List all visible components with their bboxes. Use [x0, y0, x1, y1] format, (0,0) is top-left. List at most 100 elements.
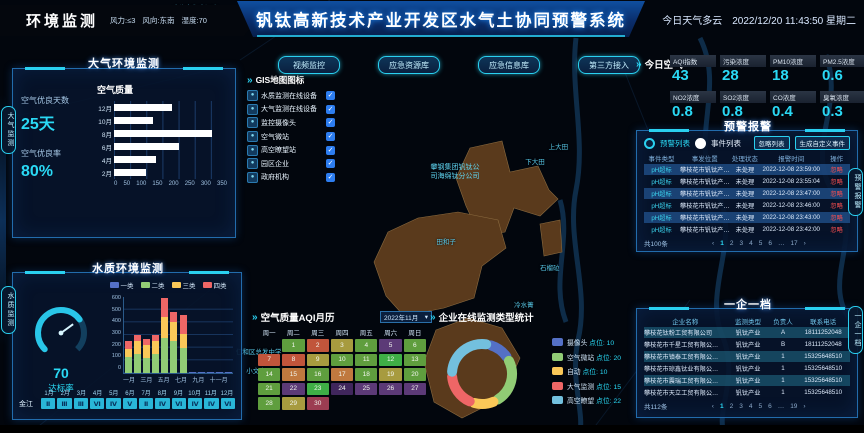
- calendar-day-cell[interactable]: 25: [355, 382, 378, 395]
- layer-checkbox[interactable]: ✓: [326, 172, 335, 182]
- page-number[interactable]: 5: [758, 402, 763, 410]
- page-number[interactable]: 1: [720, 239, 724, 247]
- calendar-day-cell[interactable]: 11: [355, 353, 378, 366]
- calendar-day-cell[interactable]: 20: [403, 368, 426, 381]
- calendar-day-cell[interactable]: 29: [282, 397, 305, 410]
- calendar-day-cell[interactable]: 19: [379, 368, 402, 381]
- calendar-day-cell[interactable]: 26: [379, 382, 402, 395]
- layer-icon: ●: [247, 158, 258, 170]
- alarm-action-button[interactable]: 生成自定义事件: [794, 136, 850, 150]
- page-prev[interactable]: ‹: [711, 402, 714, 410]
- calendar-day-cell[interactable]: 1: [282, 339, 305, 352]
- calendar-day-cell[interactable]: 10: [330, 353, 354, 366]
- page-number[interactable]: 3: [739, 239, 744, 247]
- enterprise-panel-title: 一企一档: [724, 299, 772, 311]
- calendar-day-cell[interactable]: 21: [258, 382, 281, 395]
- layer-checkbox[interactable]: ✓: [326, 91, 335, 101]
- river-class-cell[interactable]: Ⅵ: [171, 398, 186, 409]
- calendar-day-cell[interactable]: 2: [306, 339, 329, 352]
- ignore-action[interactable]: 忽略: [830, 191, 843, 198]
- page-number[interactable]: 3: [739, 402, 743, 410]
- calendar-day-cell[interactable]: 12: [379, 353, 402, 366]
- calendar-day-cell[interactable]: 6: [403, 339, 426, 352]
- ignore-action[interactable]: 忽略: [830, 203, 843, 210]
- page-number[interactable]: 1: [719, 402, 724, 410]
- calendar-day-cell[interactable]: 15: [282, 368, 305, 381]
- page-next[interactable]: ›: [803, 239, 806, 247]
- list-radio[interactable]: [644, 137, 655, 149]
- river-class-cell[interactable]: Ⅵ: [89, 398, 105, 409]
- ignore-action[interactable]: 忽略: [830, 227, 843, 234]
- page-number[interactable]: 17: [790, 239, 798, 247]
- river-class-cell[interactable]: Ⅳ: [106, 398, 121, 409]
- layer-checkbox[interactable]: ✓: [326, 118, 335, 128]
- map-button[interactable]: 应急信息库: [478, 56, 540, 74]
- edge-tab[interactable]: 预警报警: [848, 168, 863, 216]
- calendar-day-cell[interactable]: 16: [306, 368, 329, 381]
- calendar-day-cell[interactable]: 22: [282, 382, 305, 395]
- calendar-day-cell[interactable]: 7: [258, 353, 281, 366]
- gis-layer-item[interactable]: ● 大气监测在线设备 ✓: [247, 103, 335, 117]
- table-cell: 攀枝花市钒钛产…: [680, 167, 730, 174]
- layer-checkbox[interactable]: ✓: [326, 132, 335, 142]
- river-class-cell[interactable]: Ⅲ: [73, 398, 88, 409]
- map-button[interactable]: 视频监控: [278, 56, 340, 74]
- river-class-cell[interactable]: Ⅲ: [57, 398, 72, 409]
- page-number[interactable]: 5: [758, 239, 763, 247]
- calendar-day-cell[interactable]: 9: [306, 353, 329, 366]
- gis-layer-item[interactable]: ● 高空瞭望站 ✓: [247, 143, 335, 157]
- ignore-action[interactable]: 忽略: [830, 179, 843, 186]
- table-cell: 攀枝花市千星工贸有限公…: [644, 342, 719, 349]
- river-class-cell[interactable]: Ⅳ: [155, 398, 170, 409]
- page-number[interactable]: 4: [748, 402, 753, 410]
- page-number[interactable]: 6: [768, 239, 772, 247]
- calendar-day-cell[interactable]: 8: [282, 353, 305, 366]
- layer-checkbox[interactable]: ✓: [326, 159, 335, 169]
- edge-tab[interactable]: 水质监测: [1, 286, 16, 334]
- list-radio[interactable]: [695, 137, 706, 149]
- page-number[interactable]: 6: [768, 402, 772, 410]
- river-name: 金江: [19, 400, 33, 408]
- alarm-action-button[interactable]: 忽略列表: [753, 136, 790, 150]
- layer-checkbox[interactable]: ✓: [326, 145, 335, 155]
- river-class-cell[interactable]: Ⅳ: [187, 398, 203, 409]
- calendar-day-cell[interactable]: 3: [330, 339, 354, 352]
- ignore-action[interactable]: 忽略: [830, 167, 843, 174]
- calendar-day-cell[interactable]: 23: [306, 382, 329, 395]
- calendar-day-cell[interactable]: 28: [258, 397, 281, 410]
- calendar-day-cell[interactable]: 18: [355, 368, 378, 381]
- map-button[interactable]: 应急资源库: [378, 56, 440, 74]
- gis-layer-item[interactable]: ● 园区企业 ✓: [247, 157, 335, 171]
- page-number[interactable]: 2: [729, 402, 734, 410]
- calendar-day-cell[interactable]: 13: [403, 353, 426, 366]
- river-class-cell[interactable]: Ⅵ: [220, 398, 235, 409]
- river-class-cell[interactable]: Ⅳ: [204, 398, 219, 409]
- gis-layer-item[interactable]: ● 监控摄像头 ✓: [247, 116, 335, 130]
- map-button[interactable]: 第三方接入: [578, 56, 640, 74]
- calendar-day-cell[interactable]: 5: [379, 339, 402, 352]
- ignore-action[interactable]: 忽略: [830, 215, 843, 222]
- calendar-day-cell[interactable]: 30: [306, 397, 329, 410]
- page-number[interactable]: 2: [729, 239, 734, 247]
- calendar-month-select[interactable]: 2022年11月 ▾: [380, 311, 432, 323]
- river-class-cell[interactable]: Ⅴ: [122, 398, 137, 409]
- calendar-day-cell[interactable]: 4: [355, 339, 378, 352]
- layer-checkbox[interactable]: ✓: [326, 104, 335, 114]
- gis-layer-item[interactable]: ● 水质监测在线设备 ✓: [247, 89, 335, 103]
- river-class-cell[interactable]: Ⅱ: [138, 398, 154, 409]
- calendar-day-cell[interactable]: 14: [258, 368, 281, 381]
- page-number[interactable]: 4: [749, 239, 753, 247]
- page-prev[interactable]: ‹: [712, 239, 715, 247]
- gis-layer-item[interactable]: ● 空气微站 ✓: [247, 130, 335, 144]
- edge-tab[interactable]: 大气监测: [1, 106, 16, 154]
- water-bar-segment: [143, 345, 151, 358]
- page-next[interactable]: ›: [803, 402, 806, 410]
- calendar-day-cell[interactable]: 24: [330, 382, 354, 395]
- calendar-day-cell[interactable]: 17: [330, 368, 354, 381]
- river-month: 8月: [157, 391, 167, 397]
- river-class-cell[interactable]: Ⅱ: [41, 398, 56, 409]
- page-number[interactable]: 19: [790, 402, 798, 410]
- gis-layer-item[interactable]: ● 政府机构 ✓: [247, 171, 335, 185]
- edge-tab[interactable]: 一企一档: [848, 306, 863, 354]
- calendar-day-cell[interactable]: 27: [403, 382, 426, 395]
